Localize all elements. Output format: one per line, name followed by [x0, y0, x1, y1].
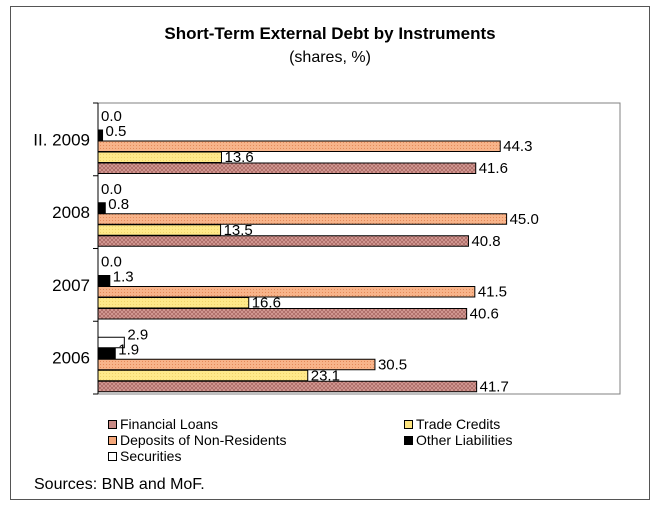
legend-label-deposits: Deposits of Non-Residents — [120, 432, 287, 448]
data-label-securities-ii-2009: 0.0 — [101, 108, 122, 125]
data-label-deposits-of-non-residents-2006: 30.5 — [378, 356, 407, 373]
legend-item-trade-credits: Trade Credits — [404, 416, 500, 432]
y-tick-label-2007: 2007 — [52, 276, 90, 295]
y-tick-label-2008: 2008 — [52, 203, 90, 222]
bar-deposits-of-non-residents-2007 — [97, 286, 476, 298]
data-label-other-liabilities-ii-2009: 0.5 — [106, 123, 127, 140]
bar-financial-loans-2006 — [97, 380, 478, 393]
data-label-trade-credits-2007: 16.6 — [252, 295, 281, 312]
chart-subtitle: (shares, %) — [289, 49, 371, 66]
legend-item-financial-loans: Financial Loans — [108, 416, 218, 432]
legend-label-securities: Securities — [120, 448, 182, 464]
data-label-other-liabilities-2008: 0.8 — [108, 196, 129, 213]
data-label-trade-credits-2006: 23.1 — [311, 367, 340, 384]
data-label-other-liabilities-2006: 1.9 — [118, 341, 139, 358]
data-label-other-liabilities-2007: 1.3 — [113, 269, 134, 286]
bar-deposits-of-non-residents-2008 — [97, 213, 508, 225]
bar-trade-credits-2006 — [97, 369, 309, 382]
legend-label-other-liabilities: Other Liabilities — [416, 432, 513, 448]
data-label-securities-2008: 0.0 — [101, 181, 122, 198]
bar-other-liabilities-2007 — [97, 275, 111, 287]
bar-financial-loans-2008 — [97, 235, 469, 247]
bar-other-liabilities-ii-2009 — [97, 129, 104, 141]
data-label-trade-credits-ii-2009: 13.6 — [224, 149, 253, 166]
y-tick-label-ii-2009: II. 2009 — [33, 130, 90, 149]
data-label-deposits-of-non-residents-2007: 41.5 — [478, 284, 507, 301]
data-label-financial-loans-2007: 40.6 — [470, 306, 499, 323]
data-label-financial-loans-2006: 41.7 — [480, 378, 509, 395]
bar-financial-loans-2007 — [97, 308, 468, 320]
data-label-deposits-of-non-residents-ii-2009: 44.3 — [503, 138, 532, 155]
legend-label-trade-credits: Trade Credits — [416, 416, 501, 432]
bar-trade-credits-2007 — [97, 297, 250, 309]
legend-item-deposits: Deposits of Non-Residents — [108, 432, 287, 448]
data-label-trade-credits-2008: 13.5 — [224, 222, 253, 239]
legend-label-financial-loans: Financial Loans — [120, 416, 219, 432]
legend-swatch-financial-loans — [108, 419, 117, 429]
chart-title: Short-Term External Debt by Instruments — [164, 24, 496, 43]
legend-item-securities: Securities — [108, 448, 181, 464]
data-label-securities-2007: 0.0 — [101, 254, 122, 271]
chart-frame — [10, 6, 650, 500]
legend-item-other-liabilities: Other Liabilities — [404, 432, 513, 448]
data-label-securities-2006: 2.9 — [127, 326, 148, 343]
data-label-deposits-of-non-residents-2008: 45.0 — [510, 211, 539, 228]
data-label-financial-loans-ii-2009: 41.6 — [479, 160, 508, 177]
legend-swatch-trade-credits — [404, 419, 413, 429]
legend-swatch-securities — [108, 451, 117, 461]
bar-trade-credits-ii-2009 — [97, 151, 222, 163]
bar-other-liabilities-2006 — [97, 347, 116, 360]
legend-swatch-deposits — [108, 435, 117, 445]
bar-deposits-of-non-residents-ii-2009 — [97, 140, 501, 152]
data-label-financial-loans-2008: 40.8 — [471, 233, 500, 250]
bar-other-liabilities-2008 — [97, 202, 106, 214]
legend-swatch-other-liabilities — [404, 435, 413, 445]
source-note: Sources: BNB and MoF. — [34, 476, 205, 493]
bar-trade-credits-2008 — [97, 224, 222, 236]
y-tick-label-2006: 2006 — [52, 349, 90, 368]
bar-financial-loans-ii-2009 — [97, 162, 477, 174]
